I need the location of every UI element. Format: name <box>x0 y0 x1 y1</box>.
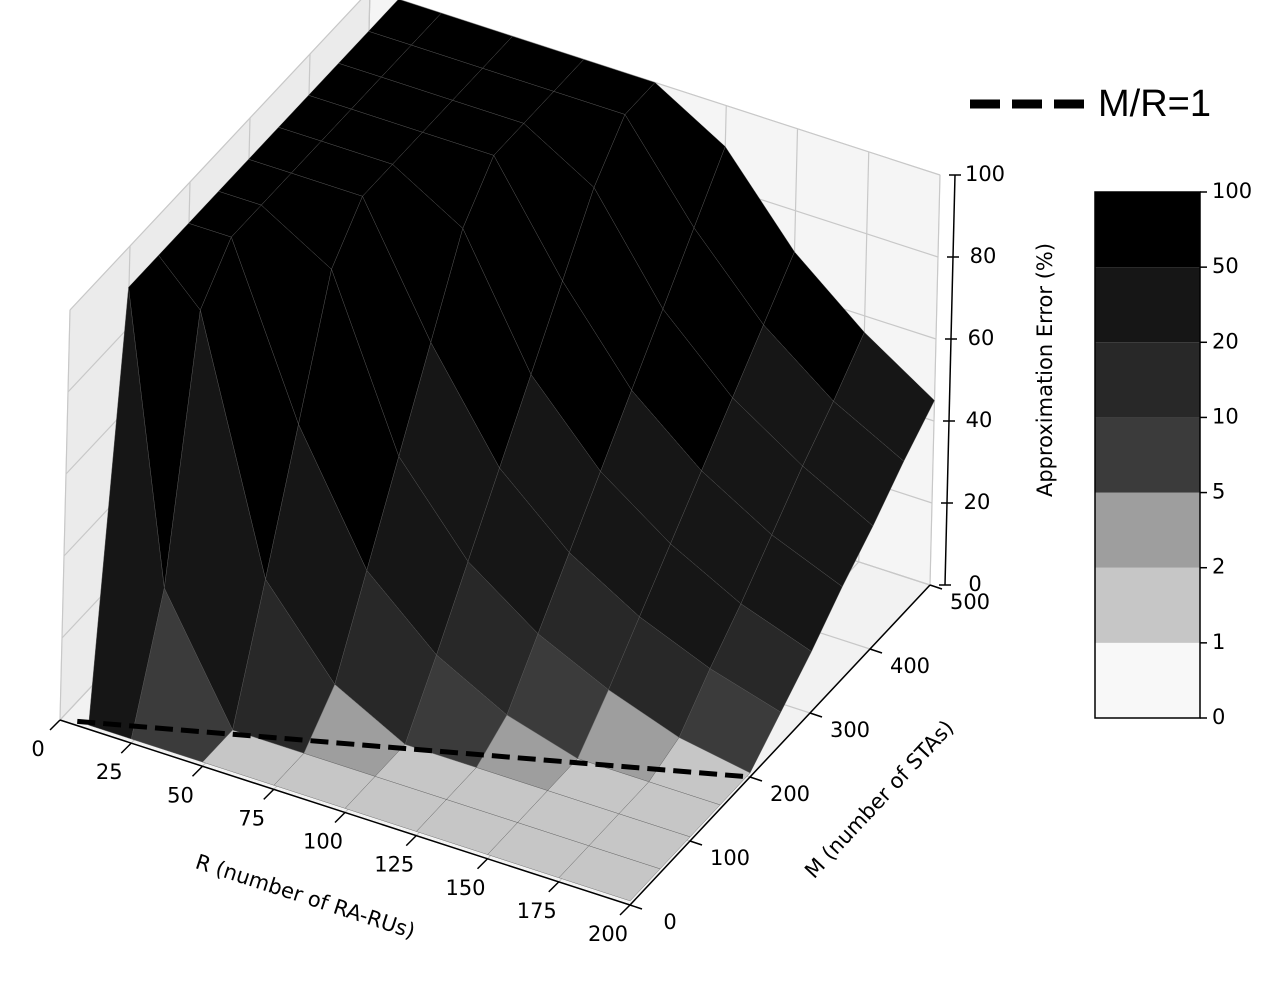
colorbar-tick-label: 0 <box>1212 705 1225 729</box>
z-tick-label: 40 <box>966 408 993 432</box>
colorbar-segment <box>1095 417 1200 493</box>
y-tick-label: 500 <box>950 590 990 614</box>
z-tick-label: 80 <box>970 244 997 268</box>
x-tick-label: 175 <box>517 899 557 923</box>
colorbar-segment <box>1095 492 1200 568</box>
surface-patch <box>558 845 661 902</box>
colorbar-segment <box>1095 642 1200 718</box>
z-tick-label: 100 <box>965 162 1005 186</box>
y-tick <box>689 840 703 846</box>
colorbar-tick-label: 20 <box>1212 329 1239 353</box>
x-tick <box>476 858 489 870</box>
x-tick-label: 150 <box>445 876 485 900</box>
colorbar-tick-label: 1 <box>1212 630 1225 654</box>
y-axis <box>629 584 931 906</box>
x-tick <box>191 765 204 777</box>
z-axis <box>944 174 956 586</box>
x-tick <box>548 881 560 893</box>
y-tick <box>929 584 943 590</box>
grid-line <box>69 0 362 311</box>
colorbar-segment <box>1095 342 1200 418</box>
y-tick <box>749 776 763 782</box>
colorbar-segment <box>1095 192 1200 268</box>
reference-line <box>77 718 751 780</box>
x-tick <box>334 811 346 824</box>
grid-line <box>929 174 941 586</box>
colorbar-tick-label: 50 <box>1212 254 1239 278</box>
y-tick-label: 300 <box>830 718 870 742</box>
y-tick-label: 100 <box>710 846 750 870</box>
y-tick-label: 400 <box>890 654 930 678</box>
x-tick <box>263 788 275 800</box>
x-tick-label: 100 <box>303 830 343 854</box>
z-axis-label: Approximation Error (%) <box>1033 243 1057 497</box>
colorbar-tick-label: 100 <box>1212 179 1252 203</box>
grid-line <box>59 309 71 721</box>
x-tick-label: 25 <box>96 760 123 784</box>
x-tick <box>120 742 132 754</box>
z-tick-label: 60 <box>968 326 995 350</box>
x-tick-label: 0 <box>31 737 44 761</box>
z-tick-label: 0 <box>968 572 981 596</box>
colorbar-segment <box>1095 267 1200 343</box>
z-tick-label: 20 <box>964 490 991 514</box>
colorbar-tick-label: 2 <box>1212 555 1225 579</box>
y-tick-label: 0 <box>663 910 676 934</box>
x-tick-label: 200 <box>588 922 628 946</box>
y-tick <box>869 648 883 654</box>
y-tick <box>809 712 823 718</box>
x-tick-label: 75 <box>238 806 265 830</box>
x-tick <box>619 904 631 916</box>
legend-label: M/R=1 <box>1098 83 1211 125</box>
x-tick-label: 125 <box>374 853 414 877</box>
y-tick <box>629 904 643 910</box>
x-tick-label: 50 <box>167 783 194 807</box>
colorbar-segment <box>1095 567 1200 643</box>
colorbar-tick-label: 10 <box>1212 404 1239 428</box>
colorbar-tick-label: 5 <box>1212 480 1225 504</box>
colorbar-frame <box>1094 191 1201 719</box>
x-tick <box>405 835 417 847</box>
y-tick-label: 200 <box>770 782 810 806</box>
y-axis-label: M (number of STAs) <box>800 716 958 883</box>
x-tick <box>49 719 61 731</box>
